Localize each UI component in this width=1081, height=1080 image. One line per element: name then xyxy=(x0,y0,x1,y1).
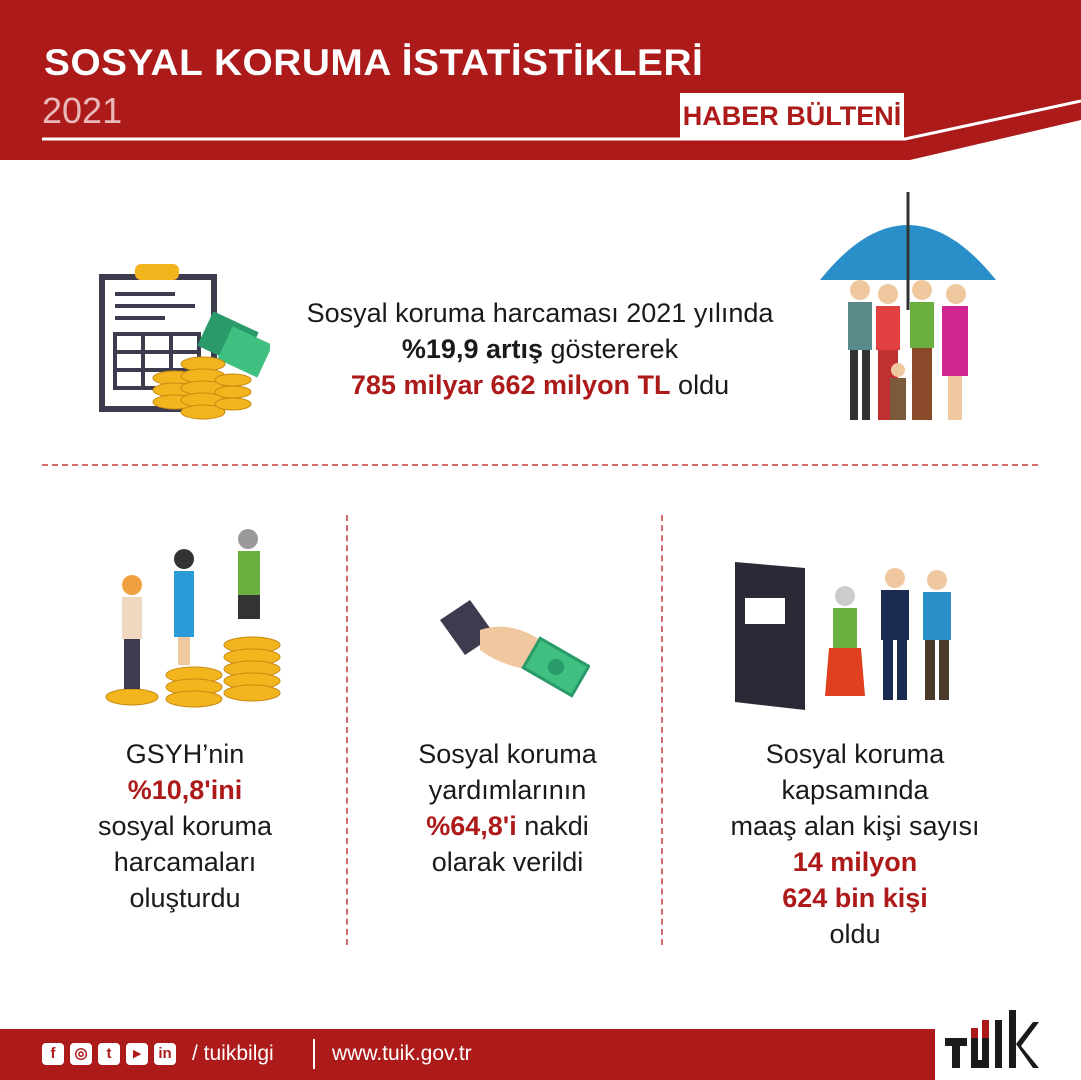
headline-line1: Sosyal koruma harcaması 2021 yılında xyxy=(306,298,774,328)
headline-line3: oldu xyxy=(670,370,730,400)
growth-percent: %19,9 artış xyxy=(401,334,543,364)
col3-line3: maaş alan kişi sayısı xyxy=(730,811,980,841)
youtube-icon[interactable]: ▸ xyxy=(126,1043,148,1065)
gdp-share-percent: %10,8'ini xyxy=(127,775,243,805)
headline-line2: göstererek xyxy=(543,334,679,364)
spending-amount: 785 milyar 662 milyon TL xyxy=(350,370,671,400)
twitter-icon[interactable]: t xyxy=(98,1043,120,1065)
beneficiaries-millions: 14 milyon xyxy=(792,847,918,877)
cash-benefit-percent: %64,8'i xyxy=(426,811,517,841)
facebook-icon[interactable]: f xyxy=(42,1043,64,1065)
gdp-share-text: GSYH’nin %10,8'ini sosyal koruma harcama… xyxy=(60,736,310,916)
social-handle[interactable]: / tuikbilgi xyxy=(192,1042,274,1065)
bulletin-badge: HABER BÜLTENİ xyxy=(680,93,904,140)
col2-line4: olarak verildi xyxy=(431,847,584,877)
website-link[interactable]: www.tuik.gov.tr xyxy=(332,1042,472,1065)
beneficiaries-text: Sosyal koruma kapsamında maaş alan kişi … xyxy=(700,736,1010,952)
beneficiaries-thousands: 624 bin kişi xyxy=(782,883,928,913)
footer-divider xyxy=(313,1039,315,1069)
column-divider xyxy=(661,515,663,945)
col2-line3: nakdi xyxy=(516,811,589,841)
col3-line1: Sosyal koruma xyxy=(765,739,945,769)
year: 2021 xyxy=(42,90,123,131)
col1-line5: oluşturdu xyxy=(129,883,241,913)
linkedin-icon[interactable]: in xyxy=(154,1043,176,1065)
people-on-coins-illustration xyxy=(105,529,281,708)
clipboard-money-illustration xyxy=(99,264,270,420)
family-umbrella-illustration xyxy=(820,192,996,420)
col1-line1: GSYH’nin xyxy=(125,739,245,769)
col1-line3: sosyal koruma xyxy=(97,811,273,841)
section-divider xyxy=(42,464,1038,466)
col3-line2: kapsamında xyxy=(781,775,929,805)
tuik-logo xyxy=(945,1010,1039,1068)
col2-line2: yardımlarının xyxy=(428,775,587,805)
col2-line1: Sosyal koruma xyxy=(418,739,597,769)
col3-line6: oldu xyxy=(829,919,881,949)
retirees-door-illustration xyxy=(735,562,951,710)
column-divider xyxy=(346,515,348,945)
page-title: SOSYAL KORUMA İSTATİSTİKLERİ xyxy=(44,42,704,83)
footer: f ◎ t ▸ in / tuikbilgi www.tuik.gov.tr xyxy=(0,1029,935,1080)
hand-cash-illustration xyxy=(440,600,590,698)
headline-text: Sosyal koruma harcaması 2021 yılında %19… xyxy=(270,295,810,403)
col1-line4: harcamaları xyxy=(113,847,257,877)
cash-benefit-text: Sosyal koruma yardımlarının %64,8'i nakd… xyxy=(370,736,645,880)
instagram-icon[interactable]: ◎ xyxy=(70,1043,92,1065)
